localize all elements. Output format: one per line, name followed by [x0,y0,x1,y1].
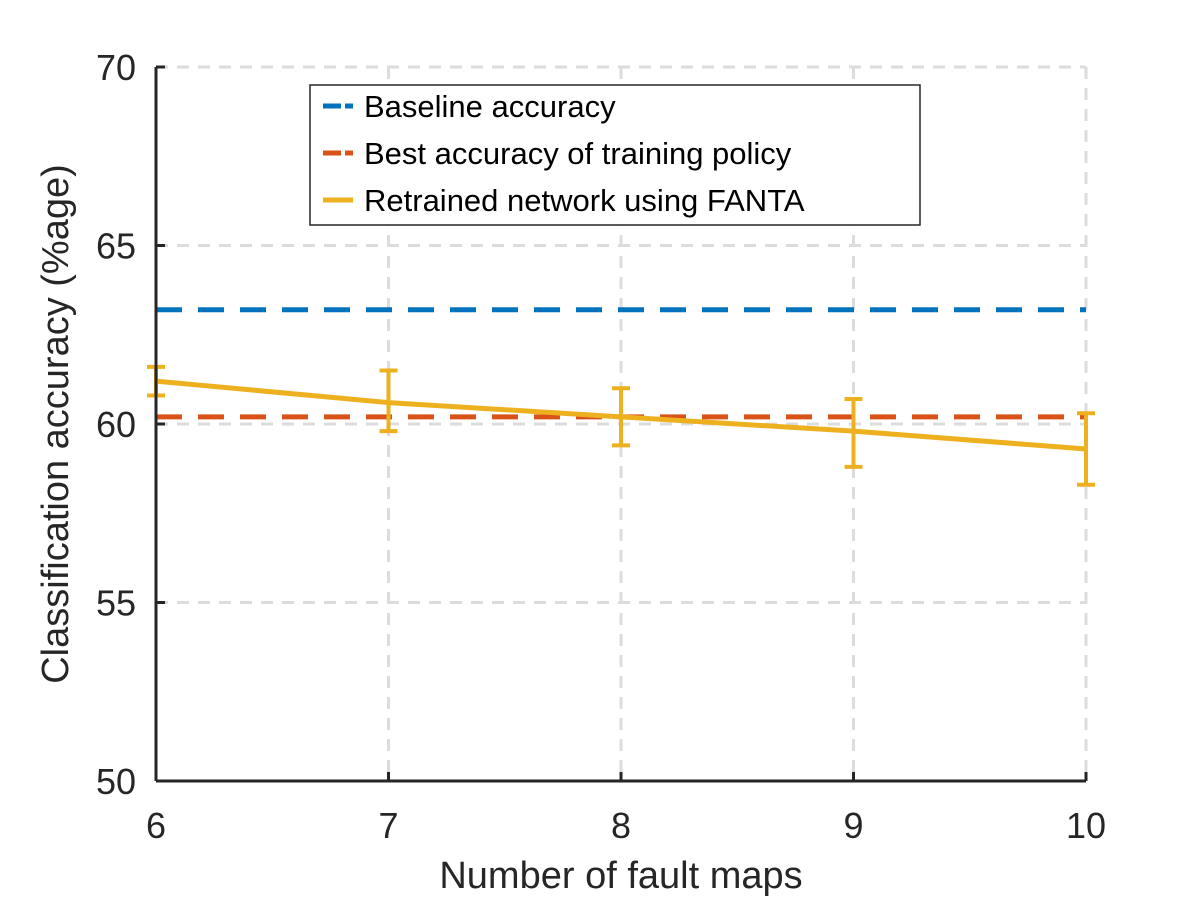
axes [154,65,1088,783]
legend-label: Baseline accuracy [364,89,616,124]
y-tick-label: 60 [96,404,136,445]
y-tick-label: 65 [96,226,136,267]
y-tick-label: 50 [96,761,136,802]
legend-box [309,84,921,226]
x-axis-title: Number of fault maps [439,855,802,897]
x-tick-label: 8 [611,805,631,846]
legend-label: Retrained network using FANTA [364,183,805,218]
legend: Baseline accuracy Best accuracy of traini… [309,84,921,226]
series-layer [147,307,1095,487]
x-tick-label: 10 [1066,805,1106,846]
legend-label: Best accuracy of training policy [364,136,792,171]
y-tick-label: 70 [96,47,136,88]
x-tick-label: 9 [843,805,863,846]
x-tick-label: 6 [146,805,166,846]
tick-labels: 6 7 8 9 10 50 55 60 65 70 [96,47,1106,846]
x-tick-label: 7 [378,805,398,846]
y-axis-title: Classification accuracy (%age) [35,164,77,684]
y-tick-label: 55 [96,583,136,624]
